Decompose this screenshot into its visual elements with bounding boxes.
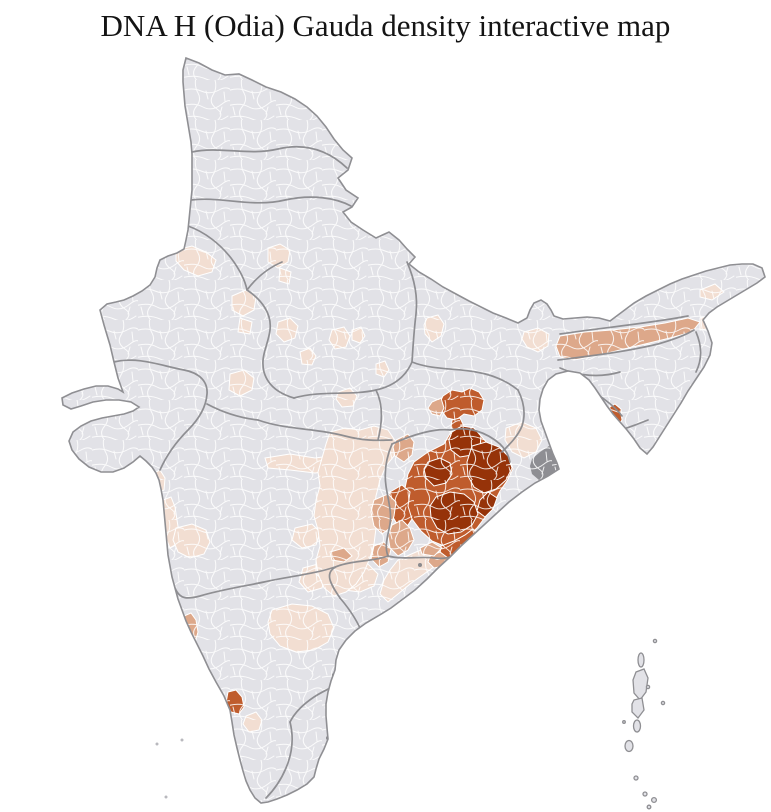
state-borders bbox=[113, 145, 702, 799]
lakshadweep-islands[interactable] bbox=[155, 738, 184, 799]
andaman-nicobar-islands[interactable] bbox=[622, 638, 666, 810]
page-title: DNA H (Odia) Gauda density interactive m… bbox=[100, 8, 671, 43]
